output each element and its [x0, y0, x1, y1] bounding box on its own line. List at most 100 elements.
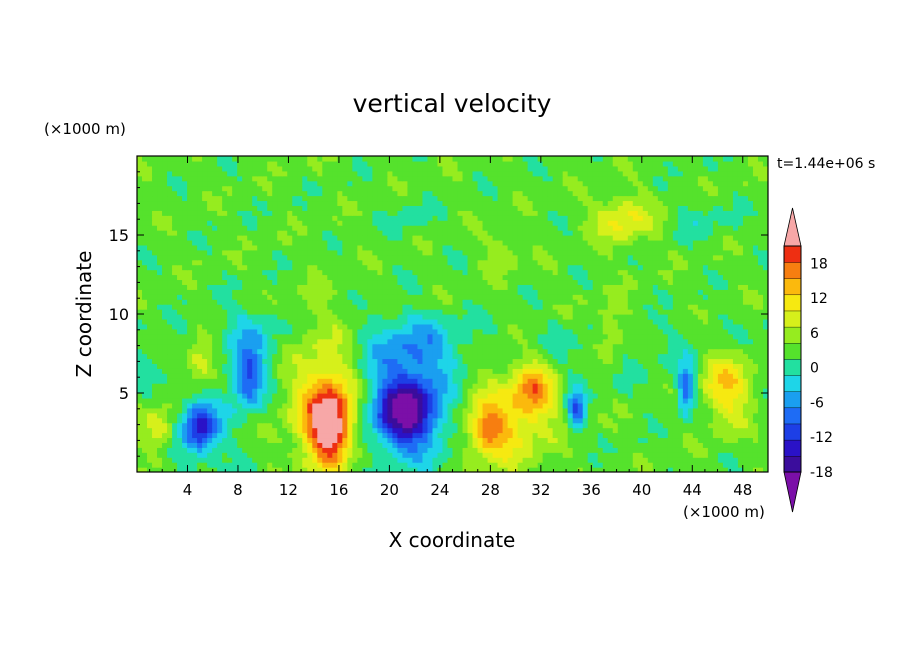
- heatmap-cell: [227, 323, 233, 330]
- heatmap-cell: [702, 422, 709, 429]
- heatmap-cell: [482, 274, 489, 281]
- heatmap-cell: [322, 422, 328, 429]
- heatmap-cell: [677, 397, 684, 404]
- heatmap-cell: [697, 353, 704, 360]
- heatmap-cell: [472, 274, 479, 281]
- heatmap-cell: [267, 289, 273, 295]
- heatmap-cell: [747, 427, 754, 434]
- heatmap-cell: [517, 427, 524, 434]
- heatmap-cell: [182, 452, 188, 458]
- heatmap-cell: [642, 318, 649, 325]
- heatmap-cell: [612, 388, 619, 394]
- heatmap-cell: [662, 402, 669, 409]
- heatmap-cell: [147, 279, 153, 285]
- heatmap-cell: [212, 274, 218, 281]
- heatmap-cell: [442, 368, 449, 374]
- heatmap-cell: [757, 309, 764, 315]
- heatmap-cell: [542, 407, 549, 414]
- heatmap-cell: [327, 437, 333, 443]
- heatmap-cell: [462, 304, 469, 310]
- heatmap-cell: [387, 417, 394, 424]
- heatmap-cell: [137, 289, 143, 295]
- heatmap-cell: [742, 432, 749, 439]
- heatmap-cell: [217, 442, 223, 448]
- heatmap-cell: [582, 358, 589, 364]
- heatmap-cell: [447, 323, 454, 330]
- heatmap-cell: [727, 378, 734, 384]
- heatmap-cell: [622, 328, 629, 335]
- heatmap-cell: [442, 402, 449, 409]
- heatmap-cell: [312, 373, 318, 379]
- heatmap-cell: [567, 279, 574, 285]
- heatmap-cell: [192, 309, 198, 315]
- heatmap-cell: [312, 397, 318, 404]
- heatmap-cell: [257, 417, 263, 424]
- heatmap-cell: [577, 422, 584, 429]
- heatmap-cell: [682, 437, 689, 443]
- heatmap-cell: [462, 383, 469, 389]
- heatmap-cell: [537, 318, 544, 325]
- heatmap-cell: [227, 304, 233, 310]
- heatmap-cell: [157, 422, 163, 429]
- heatmap-cell: [452, 407, 459, 414]
- heatmap-cell: [567, 343, 574, 350]
- heatmap-cell: [152, 274, 158, 281]
- heatmap-cell: [472, 294, 479, 300]
- heatmap-cell: [747, 467, 754, 472]
- heatmap-cell: [497, 348, 504, 355]
- heatmap-cell: [202, 432, 208, 439]
- heatmap-cell: [252, 427, 258, 434]
- heatmap-cell: [597, 289, 604, 295]
- heatmap-cell: [377, 363, 383, 369]
- heatmap-cell: [467, 447, 474, 453]
- heatmap-cell: [697, 467, 704, 472]
- heatmap-cell: [577, 388, 584, 394]
- heatmap-cell: [357, 314, 363, 320]
- heatmap-cell: [237, 457, 243, 463]
- heatmap-cell: [347, 467, 353, 472]
- heatmap-cell: [432, 314, 439, 320]
- heatmap-cell: [207, 422, 213, 429]
- heatmap-cell: [347, 437, 353, 443]
- heatmap-cell: [572, 373, 579, 379]
- heatmap-cell: [262, 442, 268, 448]
- heatmap-cell: [487, 452, 494, 458]
- heatmap-cell: [482, 368, 489, 374]
- heatmap-cell: [422, 294, 429, 300]
- heatmap-cell: [227, 309, 233, 315]
- heatmap-cell: [167, 314, 173, 320]
- heatmap-cell: [297, 274, 303, 281]
- heatmap-cell: [727, 358, 734, 364]
- heatmap-cell: [272, 274, 278, 281]
- heatmap-cell: [147, 417, 153, 424]
- heatmap-cell: [152, 294, 158, 300]
- heatmap-cell: [472, 412, 479, 419]
- heatmap-cell: [397, 383, 404, 389]
- heatmap-cell: [522, 304, 529, 310]
- heatmap-cell: [202, 363, 208, 369]
- heatmap-cell: [392, 294, 399, 300]
- heatmap-cell: [607, 284, 614, 290]
- heatmap-cell: [237, 393, 243, 399]
- heatmap-cell: [642, 393, 649, 399]
- heatmap-cell: [642, 289, 649, 295]
- heatmap-cell: [357, 309, 363, 315]
- heatmap-cell: [477, 402, 484, 409]
- heatmap-cell: [432, 274, 439, 281]
- heatmap-cell: [187, 338, 193, 345]
- heatmap-cell: [197, 462, 203, 468]
- heatmap-cell: [277, 373, 283, 379]
- heatmap-cell: [407, 393, 414, 399]
- heatmap-cell: [627, 437, 634, 443]
- heatmap-cell: [352, 457, 358, 463]
- heatmap-cell: [247, 343, 253, 350]
- heatmap-cell: [687, 328, 694, 335]
- heatmap-cell: [632, 388, 639, 394]
- heatmap-cell: [287, 318, 293, 325]
- heatmap-cell: [472, 467, 479, 472]
- heatmap-cell: [727, 402, 734, 409]
- heatmap-cell: [402, 462, 409, 468]
- heatmap-cell: [427, 447, 434, 453]
- heatmap-cell: [522, 309, 529, 315]
- heatmap-cell: [682, 422, 689, 429]
